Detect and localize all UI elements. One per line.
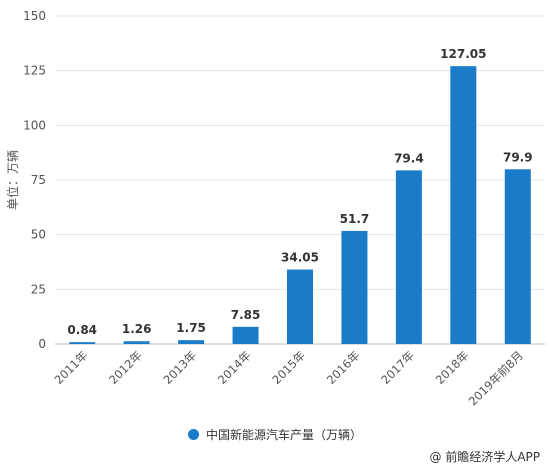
data-label: 1.26	[122, 322, 152, 336]
data-label: 127.05	[440, 47, 486, 61]
bar	[123, 341, 150, 344]
y-tick-label: 0	[38, 337, 46, 351]
data-labels: 0.84 1.26 1.75 7.85 34.05 51.7 79.4 127.05 79.9	[67, 47, 532, 337]
bar	[395, 170, 422, 344]
x-tick-labels: 2011年 2012年 2013年 2014年 2015年 2016年 2017年 2018年…	[52, 348, 526, 408]
x-tick-label: 2012年	[106, 348, 145, 387]
x-tick-label: 2019年前8月	[466, 348, 526, 408]
x-tick-label: 2016年	[324, 348, 363, 387]
legend: 中国新能源汽车产量（万辆）	[0, 426, 550, 443]
bar	[232, 326, 259, 344]
y-tick-label: 75	[31, 173, 46, 187]
y-tick-label: 100	[23, 118, 46, 132]
data-label: 51.7	[340, 212, 370, 226]
x-tick-label: 2017年	[378, 348, 417, 387]
gridlines	[55, 15, 545, 345]
bar	[504, 169, 531, 344]
y-tick-labels: 0 25 50 75 100 125 150	[23, 9, 46, 351]
y-axis-label: 单位：万辆	[5, 150, 20, 210]
bar	[341, 230, 368, 344]
x-tick-label: 2014年	[215, 348, 254, 387]
y-tick-label: 50	[31, 228, 46, 242]
y-tick-label: 125	[23, 64, 46, 78]
bar	[178, 340, 205, 344]
x-tick-label: 2015年	[269, 348, 308, 387]
y-tick-label: 150	[23, 9, 46, 23]
legend-marker	[187, 429, 199, 440]
y-tick-label: 25	[31, 282, 46, 296]
data-label: 1.75	[176, 321, 206, 335]
data-label: 34.05	[281, 251, 319, 265]
source-credit: @ 前瞻经济学人APP	[429, 450, 541, 464]
data-label: 7.85	[231, 308, 261, 322]
bar	[450, 66, 477, 345]
data-label: 0.84	[67, 323, 97, 337]
data-label: 79.4	[394, 151, 424, 165]
x-tick-label: 2011年	[52, 348, 91, 387]
legend-label: 中国新能源汽车产量（万辆）	[205, 428, 362, 442]
bars	[69, 66, 531, 345]
data-label: 79.9	[503, 150, 533, 164]
x-tick-label: 2013年	[160, 348, 199, 387]
x-tick-label: 2018年	[433, 348, 472, 387]
bar	[287, 269, 313, 344]
bar	[69, 342, 96, 344]
